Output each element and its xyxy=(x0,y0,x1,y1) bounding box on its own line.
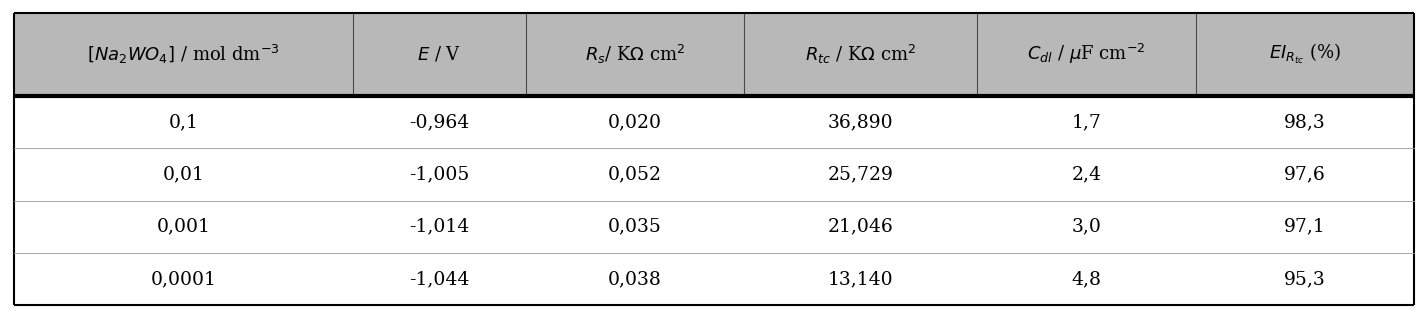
Text: $[Na_2WO_4]$ / mol dm$^{-3}$: $[Na_2WO_4]$ / mol dm$^{-3}$ xyxy=(87,43,280,66)
Text: 4,8: 4,8 xyxy=(1071,270,1101,288)
Text: 0,038: 0,038 xyxy=(608,270,663,288)
Text: 0,035: 0,035 xyxy=(608,218,663,236)
Text: -1,005: -1,005 xyxy=(410,166,470,183)
Text: 0,0001: 0,0001 xyxy=(150,270,217,288)
Text: $EI_{R_{tc}}$ (%): $EI_{R_{tc}}$ (%) xyxy=(1268,42,1341,66)
Text: 0,1: 0,1 xyxy=(169,113,198,131)
Text: 95,3: 95,3 xyxy=(1284,270,1325,288)
Text: 21,046: 21,046 xyxy=(828,218,894,236)
Text: 0,001: 0,001 xyxy=(157,218,210,236)
Text: $C_{dl}$ / $\mu$F cm$^{-2}$: $C_{dl}$ / $\mu$F cm$^{-2}$ xyxy=(1027,42,1145,66)
Text: 1,7: 1,7 xyxy=(1071,113,1101,131)
Text: $R_s$/ K$\Omega$ cm$^2$: $R_s$/ K$\Omega$ cm$^2$ xyxy=(585,43,685,66)
Text: 3,0: 3,0 xyxy=(1071,218,1101,236)
Bar xyxy=(14,13,1414,96)
Text: 97,6: 97,6 xyxy=(1284,166,1325,183)
Text: -1,044: -1,044 xyxy=(410,270,470,288)
Text: 25,729: 25,729 xyxy=(828,166,894,183)
Text: $R_{tc}$ / K$\Omega$ cm$^2$: $R_{tc}$ / K$\Omega$ cm$^2$ xyxy=(805,43,917,66)
Text: 0,01: 0,01 xyxy=(163,166,204,183)
Text: 2,4: 2,4 xyxy=(1071,166,1101,183)
Text: 98,3: 98,3 xyxy=(1284,113,1325,131)
Text: 97,1: 97,1 xyxy=(1284,218,1325,236)
Text: 0,020: 0,020 xyxy=(608,113,663,131)
Text: -0,964: -0,964 xyxy=(410,113,470,131)
Text: -1,014: -1,014 xyxy=(410,218,470,236)
Text: $E$ / V: $E$ / V xyxy=(417,45,461,64)
Text: 36,890: 36,890 xyxy=(828,113,894,131)
Text: 13,140: 13,140 xyxy=(828,270,894,288)
Text: 0,052: 0,052 xyxy=(608,166,663,183)
